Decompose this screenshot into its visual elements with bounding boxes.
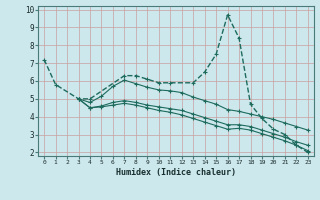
X-axis label: Humidex (Indice chaleur): Humidex (Indice chaleur) [116,168,236,177]
